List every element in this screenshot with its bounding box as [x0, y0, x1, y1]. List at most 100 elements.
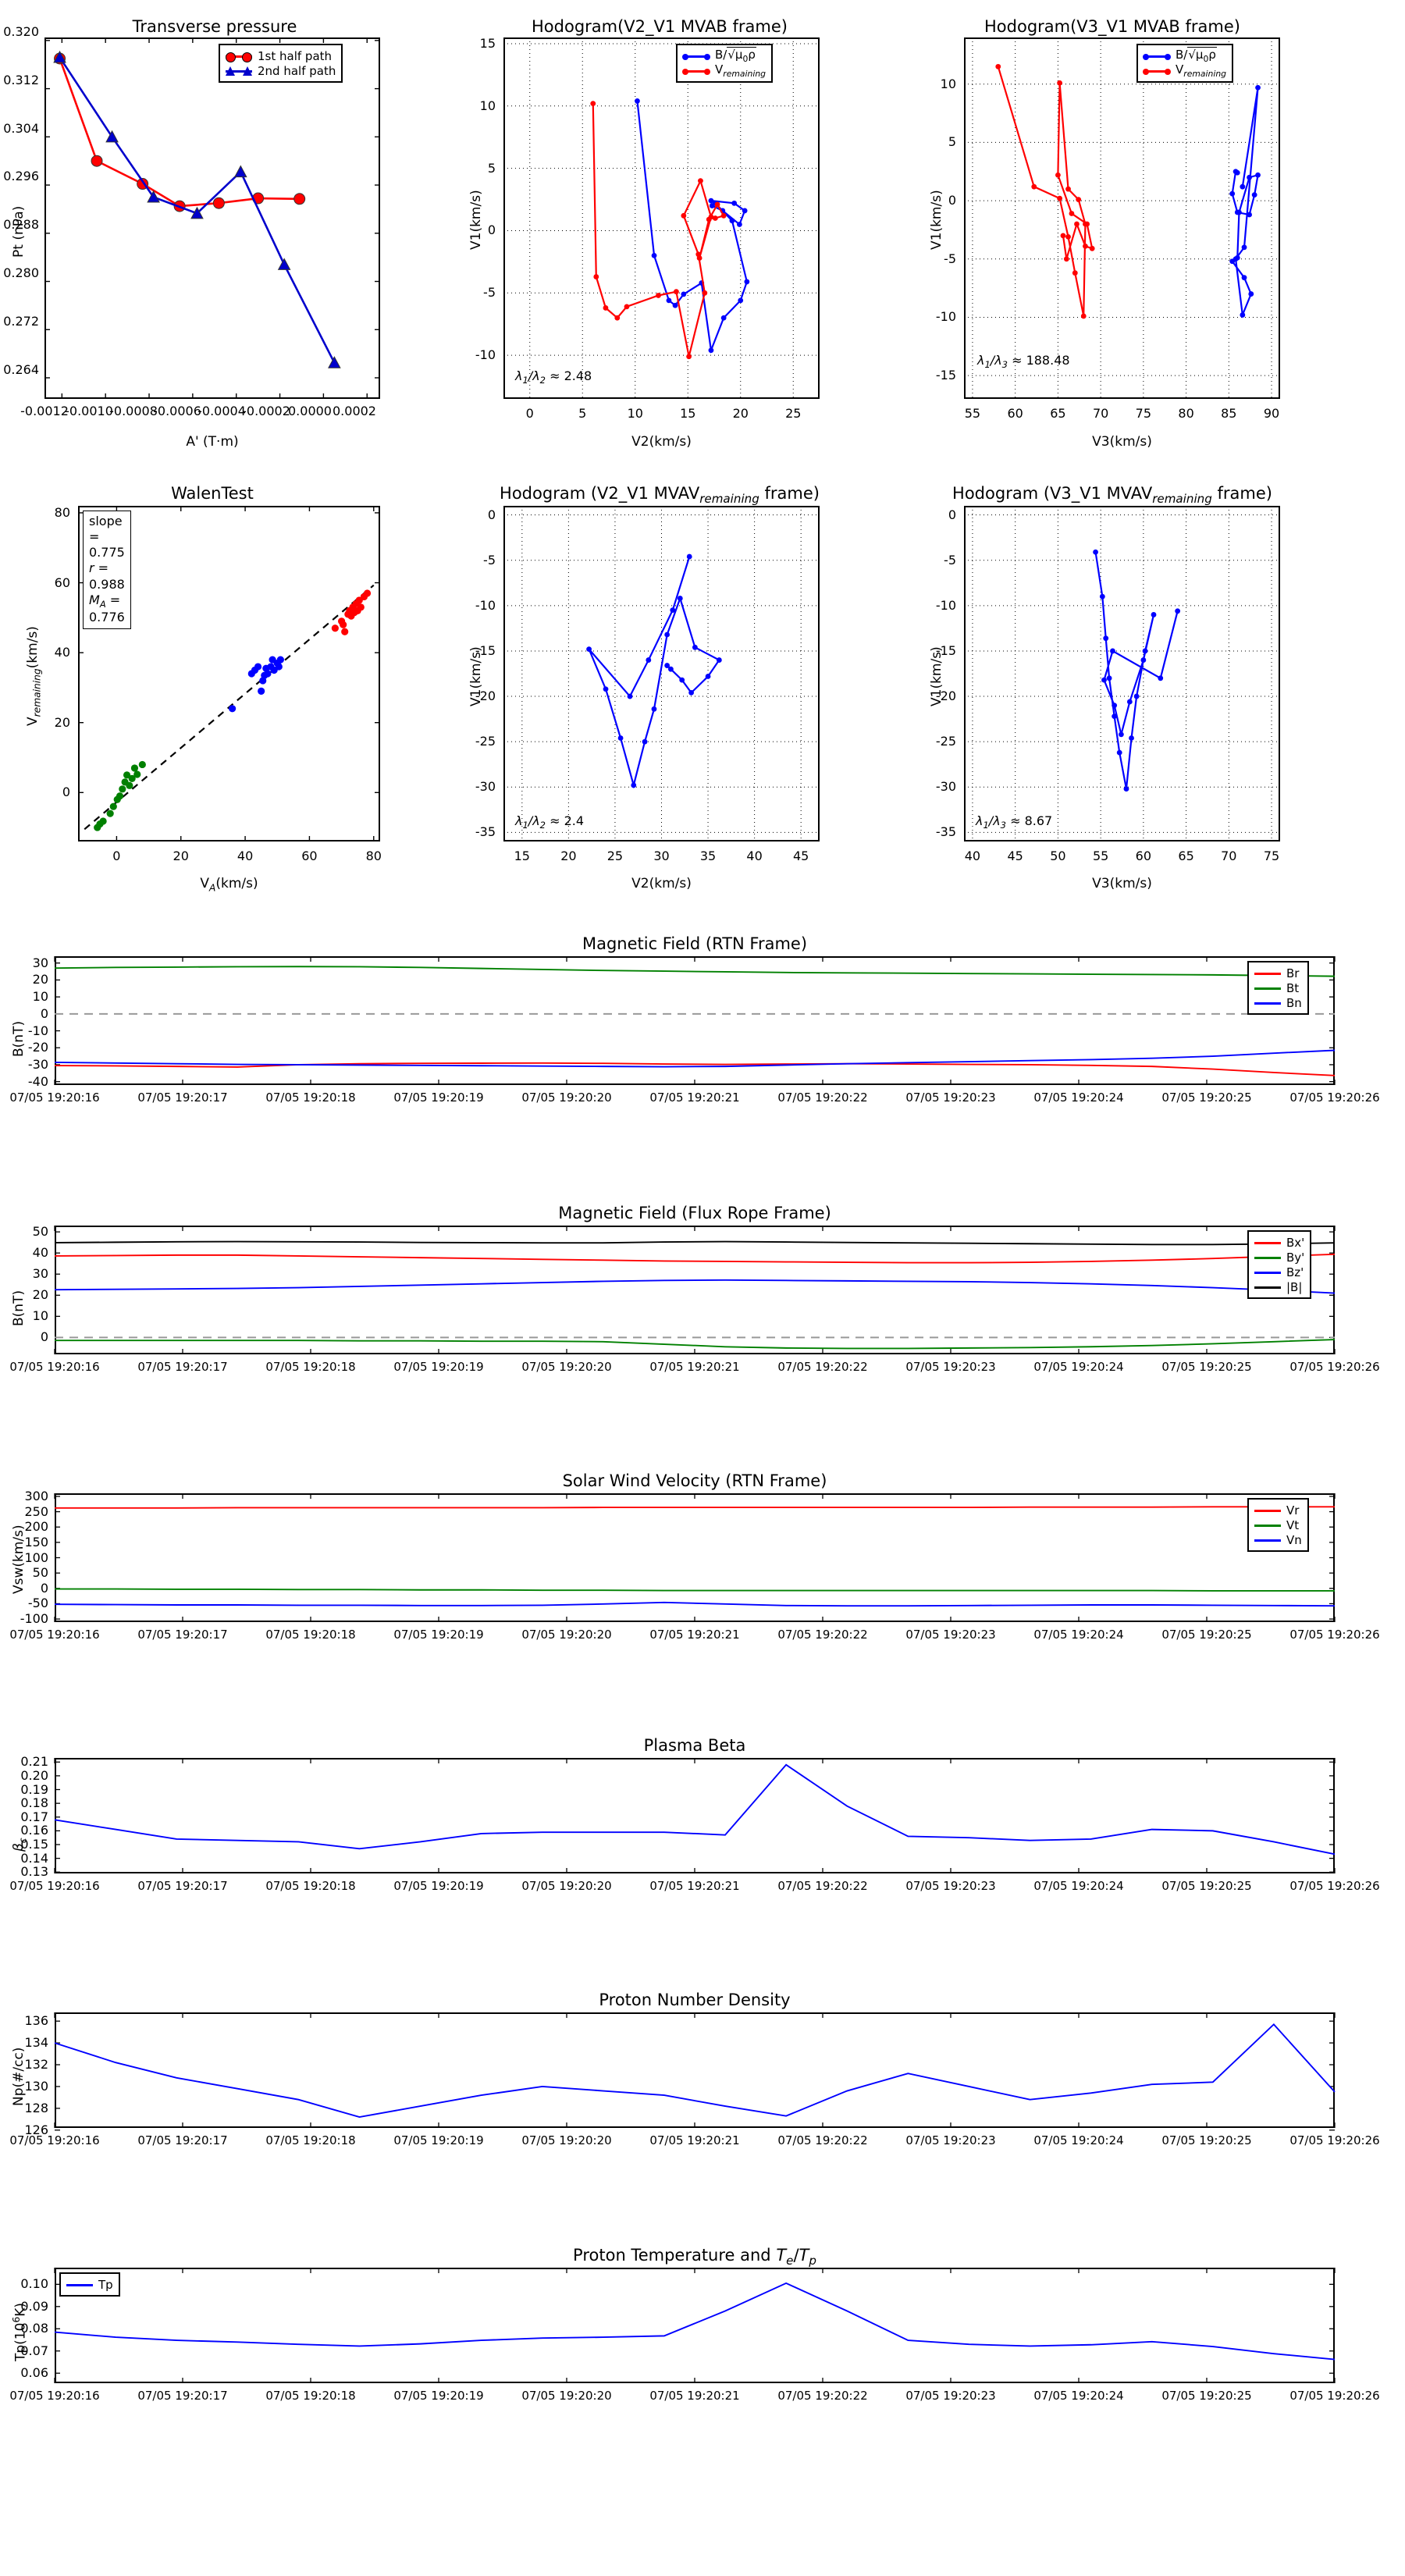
y-tick: 0: [487, 222, 496, 238]
legend-item: Vr: [1254, 1503, 1302, 1517]
legend-item: B/√μ0ρ: [1143, 47, 1226, 64]
x-tick: 07/05 19:20:17: [137, 1360, 228, 1374]
x-tick: 0.0002: [333, 404, 376, 418]
legend-swatch-tp: [66, 2279, 93, 2290]
legend-item: Tp: [66, 2277, 113, 2292]
y-tick: 10: [32, 1308, 48, 1324]
x-tick: 25: [785, 406, 802, 421]
stat-ma: MA = 0.776: [89, 592, 125, 625]
x-tick: 0: [525, 406, 534, 421]
x-tick: 55: [964, 406, 981, 421]
y-tick: 0.14: [20, 1850, 48, 1866]
y-tick: 0.280: [3, 265, 39, 280]
x-tick: 07/05 19:20:18: [265, 1091, 356, 1105]
x-tick: 45: [1007, 849, 1023, 863]
y-tick: 100: [24, 1550, 48, 1565]
x-tick: 07/05 19:20:26: [1289, 2389, 1380, 2403]
y-tick: -15: [475, 642, 496, 658]
legend-label: Tp: [98, 2277, 113, 2292]
x-tick: 90: [1263, 406, 1280, 421]
x-tick: 07/05 19:20:19: [393, 1628, 484, 1642]
y-tick: 300: [24, 1488, 48, 1503]
y-tick: 0.296: [3, 169, 39, 183]
legend-solar-wind-velocity: Vr Vt Vn: [1247, 1498, 1309, 1552]
y-axis-label: Pt (nPa): [11, 205, 27, 258]
x-tick: 07/05 19:20:23: [905, 1091, 996, 1105]
plot-lines: [54, 2268, 1336, 2383]
legend-item: |B|: [1254, 1279, 1304, 1294]
x-tick: 40: [964, 849, 981, 863]
plot-area: [503, 37, 820, 399]
y-tick: 130: [24, 2078, 48, 2094]
y-tick: 0.13: [20, 1864, 48, 1880]
lambda-ratio-annotation: λ1/λ3 ≈ 8.67: [976, 813, 1053, 831]
y-tick: 0.16: [20, 1823, 48, 1838]
x-tick: 07/05 19:20:24: [1033, 1628, 1124, 1642]
x-tick: 07/05 19:20:16: [9, 1628, 100, 1642]
y-tick: -15: [935, 368, 956, 383]
legend-swatch-bz: [1254, 1267, 1281, 1278]
legend-item: Bz': [1254, 1265, 1304, 1279]
x-tick: 07/05 19:20:23: [905, 1360, 996, 1374]
x-tick: 07/05 19:20:20: [521, 1628, 612, 1642]
x-tick: 07/05 19:20:20: [521, 1879, 612, 1893]
y-tick: 0.10: [20, 2276, 48, 2292]
y-tick: -30: [27, 1056, 48, 1072]
y-tick: 5: [948, 134, 956, 150]
y-tick: 0.15: [20, 1837, 48, 1852]
x-tick: 07/05 19:20:20: [521, 2133, 612, 2147]
y-tick: 0.312: [3, 73, 39, 87]
legend-item: Vt: [1254, 1517, 1302, 1532]
y-tick: 0.18: [20, 1795, 48, 1811]
plot-lines: [54, 1493, 1336, 1622]
x-tick: 07/05 19:20:22: [777, 1879, 868, 1893]
x-tick: 60: [301, 849, 318, 863]
x-tick: 07/05 19:20:23: [905, 2389, 996, 2403]
legend-item: By': [1254, 1250, 1304, 1265]
x-tick: 07/05 19:20:19: [393, 2133, 484, 2147]
x-tick: 60: [1135, 849, 1152, 863]
panel-title: Hodogram(V2_V1 MVAB frame): [532, 17, 788, 36]
x-tick: 07/05 19:20:17: [137, 2133, 228, 2147]
x-tick: 10: [627, 406, 643, 421]
legend-label: Bx': [1286, 1235, 1305, 1250]
y-tick: 134: [24, 2035, 48, 2051]
x-tick: 85: [1221, 406, 1237, 421]
plot-lines: [964, 506, 1280, 841]
legend-label-b-alfven: B/√μ0ρ: [1176, 47, 1217, 64]
y-tick: -5: [944, 251, 956, 266]
lambda-ratio-annotation: λ1/λ2 ≈ λ₁/λ₂ ≈ 2.482.48: [515, 368, 592, 386]
y-tick: 20: [54, 714, 70, 730]
x-tick: 07/05 19:20:17: [137, 1091, 228, 1105]
y-tick: 0.288: [3, 217, 39, 232]
x-tick: 07/05 19:20:16: [9, 2389, 100, 2403]
legend-item: Br: [1254, 966, 1302, 980]
y-tick: 30: [32, 955, 48, 970]
y-tick: -50: [27, 1596, 48, 1611]
x-tick: 07/05 19:20:24: [1033, 1879, 1124, 1893]
x-axis-label: V3(km/s): [1092, 434, 1152, 450]
y-tick: -15: [935, 642, 956, 658]
x-tick: 25: [606, 849, 624, 863]
x-tick: 07/05 19:20:18: [265, 2389, 356, 2403]
legend-item: Bt: [1254, 980, 1302, 995]
x-tick: 07/05 19:20:24: [1033, 2389, 1124, 2403]
x-tick: 40: [237, 849, 254, 863]
y-tick: 132: [24, 2057, 48, 2073]
y-tick: 0: [40, 1580, 48, 1596]
y-tick: -20: [935, 688, 956, 704]
x-tick: 07/05 19:20:21: [649, 1879, 740, 1893]
legend-transverse-pressure: 1st half path 2nd half path: [219, 44, 343, 83]
x-tick: -0.0006: [153, 404, 201, 418]
x-tick: 07/05 19:20:23: [905, 1879, 996, 1893]
legend-label: 2nd half path: [258, 63, 336, 78]
x-tick: 07/05 19:20:25: [1161, 1091, 1252, 1105]
x-tick: 30: [653, 849, 670, 863]
legend-item: 1st half path: [226, 48, 336, 63]
legend-swatch-1st-half: [226, 51, 252, 62]
x-tick: 07/05 19:20:24: [1033, 1360, 1124, 1374]
y-tick: 60: [54, 575, 70, 590]
x-tick: 60: [1007, 406, 1023, 421]
x-tick: 80: [365, 849, 382, 863]
y-tick: 15: [479, 35, 496, 51]
